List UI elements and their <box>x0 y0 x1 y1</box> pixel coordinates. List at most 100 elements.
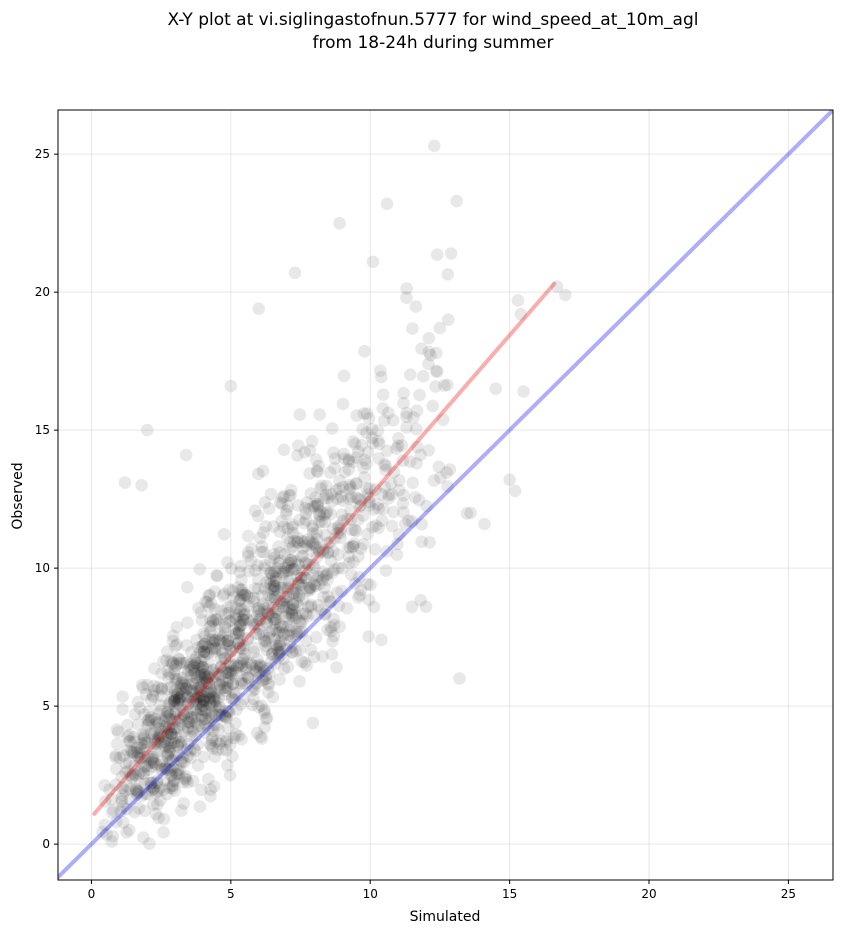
data-point <box>301 600 315 613</box>
data-point <box>223 639 237 653</box>
data-point <box>331 526 344 540</box>
data-point <box>218 621 232 634</box>
data-point <box>412 493 426 507</box>
data-point <box>122 823 136 837</box>
data-point <box>328 452 342 465</box>
data-point <box>224 666 237 680</box>
data-point <box>202 714 215 728</box>
data-point <box>230 661 244 674</box>
data-point <box>131 695 145 709</box>
data-point <box>256 660 270 674</box>
data-point <box>263 566 277 580</box>
data-point <box>196 694 210 708</box>
data-point <box>307 558 320 571</box>
data-point <box>372 452 385 465</box>
data-point <box>240 656 254 669</box>
data-point <box>155 754 169 768</box>
data-point <box>333 216 346 230</box>
data-point <box>171 657 184 670</box>
data-point <box>197 695 211 708</box>
data-point <box>148 733 162 746</box>
data-point <box>298 501 312 515</box>
data-point <box>314 546 327 559</box>
data-point <box>276 491 289 504</box>
data-point <box>138 743 151 757</box>
data-point <box>222 705 236 718</box>
data-point <box>210 569 223 582</box>
data-point <box>332 521 345 535</box>
x-tick-label: 0 <box>88 887 96 901</box>
data-point <box>399 517 412 531</box>
data-point <box>332 519 346 533</box>
data-point <box>113 751 126 765</box>
data-point <box>138 736 152 750</box>
data-point <box>223 650 237 663</box>
data-point <box>331 492 344 506</box>
data-point <box>293 625 306 639</box>
data-point <box>198 704 211 717</box>
data-point <box>141 787 154 801</box>
data-point <box>176 704 190 717</box>
chart-title: X-Y plot at vi.siglingastofnun.5777 for … <box>167 10 698 30</box>
data-point <box>366 436 380 450</box>
data-point <box>166 629 180 643</box>
data-point <box>441 268 455 281</box>
data-point <box>307 500 320 513</box>
data-point <box>207 636 221 650</box>
data-point <box>365 423 379 436</box>
data-point <box>268 565 281 579</box>
data-point <box>152 717 166 731</box>
data-point <box>164 769 177 782</box>
data-point <box>281 660 295 674</box>
data-point <box>145 777 158 790</box>
data-point <box>201 640 215 654</box>
data-point <box>133 701 147 715</box>
data-point <box>126 770 139 783</box>
data-point <box>121 744 134 757</box>
data-point <box>232 594 246 607</box>
data-point <box>290 625 303 638</box>
data-point <box>336 562 349 575</box>
data-point <box>221 601 235 614</box>
data-point <box>149 735 162 748</box>
data-point <box>281 531 294 545</box>
data-point <box>267 601 280 615</box>
data-point <box>240 661 253 674</box>
data-point <box>348 577 362 590</box>
data-point <box>405 515 419 528</box>
data-point <box>336 494 350 508</box>
data-point <box>147 756 161 770</box>
data-point <box>318 607 332 620</box>
data-point <box>428 139 441 153</box>
data-point <box>283 624 297 637</box>
data-point <box>288 602 301 616</box>
data-point <box>281 581 294 594</box>
data-point <box>284 553 298 567</box>
data-point <box>216 589 230 603</box>
data-point <box>289 609 303 622</box>
data-point <box>252 302 265 316</box>
data-point <box>282 612 296 625</box>
data-point <box>387 505 400 519</box>
data-point <box>178 678 191 692</box>
data-point <box>204 682 218 696</box>
data-point <box>289 583 303 596</box>
data-point <box>164 727 178 741</box>
data-point <box>304 598 318 612</box>
data-point <box>251 582 265 595</box>
data-point <box>305 544 318 558</box>
data-point <box>168 713 182 726</box>
data-point <box>232 627 246 640</box>
data-point <box>203 588 216 602</box>
data-point <box>284 640 298 654</box>
data-point <box>321 546 335 560</box>
data-point <box>254 659 267 673</box>
data-point <box>259 639 273 653</box>
data-point <box>223 659 237 673</box>
data-point <box>174 755 188 768</box>
data-point <box>271 607 284 621</box>
data-point <box>170 620 183 634</box>
data-point <box>195 666 208 679</box>
data-point <box>155 682 169 695</box>
data-point <box>253 661 266 674</box>
